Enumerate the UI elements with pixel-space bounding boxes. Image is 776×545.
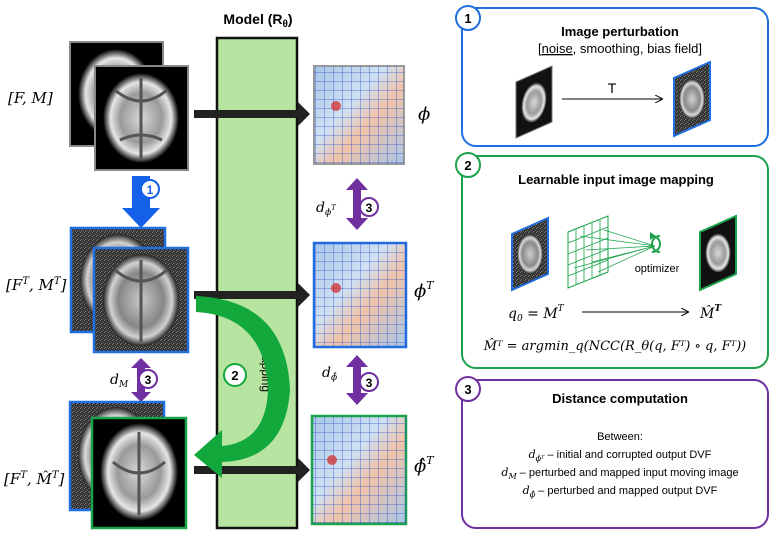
panel-distance: [461, 379, 769, 529]
panel2-badge: [455, 152, 481, 178]
label-F-M: [F, M]: [8, 89, 53, 107]
panel3-between: Between:: [597, 431, 643, 443]
dphihat-arrow: [346, 355, 368, 405]
label-FT-MhatT: [FT, M̂T]: [4, 470, 65, 488]
panel2-brain-input: [511, 216, 549, 292]
input-images-row3: [68, 400, 188, 530]
model-title: Model (Rθ): [223, 11, 292, 30]
dphiT-label: dϕT: [316, 200, 337, 218]
panel1-brain-perturbed: [673, 60, 711, 138]
eq-mhat: M̂T: [699, 304, 722, 322]
panel3-line3: dϕ̂ – perturbed and mapped output DVF: [523, 484, 718, 499]
panel1-T-label: T: [608, 80, 617, 96]
svg-text:2: 2: [464, 158, 471, 173]
dvf-phi: [313, 65, 405, 165]
optimizer-label: optimizer: [635, 263, 680, 275]
dM-label: dM: [110, 372, 129, 390]
svg-text:1: 1: [147, 183, 154, 197]
svg-text:1: 1: [464, 11, 471, 26]
panel3-badge: [455, 376, 481, 402]
panel2-brain-mapped: [699, 214, 737, 292]
svg-text:3: 3: [366, 201, 373, 215]
label-phiT: ϕT: [414, 279, 435, 302]
mapping-layer-grid: [567, 215, 656, 289]
arrow-row3: [194, 458, 310, 482]
optimizer-icon: [650, 232, 661, 253]
dvf-phihat: [310, 414, 408, 526]
badge-3-dphihat: [359, 372, 379, 392]
panel3-line2: dM – perturbed and mapped input moving im…: [501, 466, 738, 481]
dphihat-label: dϕ̂: [322, 365, 337, 383]
svg-text:3: 3: [464, 382, 471, 397]
panel2-formula: M̂ᵀ = argmin_q(NCC(R_θ(q, Fᵀ) ∘ q, Fᵀ)): [483, 338, 746, 354]
panel1-subtitle: [noise, smoothing, bias field]: [538, 41, 702, 56]
perturb-arrow: [122, 176, 160, 228]
arrow-row2: [194, 283, 310, 307]
panel1-title: Image perturbation: [561, 24, 679, 39]
dvf-phiT: [312, 241, 408, 349]
label-FT-MT: [FT, MT]: [6, 276, 67, 294]
badge-2-arrow: [223, 363, 247, 387]
badge-3-dM: [138, 369, 158, 389]
label-phi: ϕ: [418, 104, 430, 125]
panel-mapping: [461, 155, 769, 369]
input-images-row2: [69, 226, 190, 354]
svg-text:3: 3: [145, 373, 152, 387]
svg-text:2: 2: [231, 368, 238, 383]
eq-q0: q0 = MT: [508, 304, 565, 324]
badge-1-arrow: [140, 179, 160, 199]
dphiT-arrow: [346, 178, 368, 230]
label-phihatT: ϕ̂T: [414, 454, 435, 477]
input-images-row1: [69, 41, 189, 171]
badge-3-dphiT: [359, 197, 379, 217]
panel3-line1: dϕᵀ – initial and corrupted output DVF: [529, 448, 712, 463]
panel1-brain-original: [515, 65, 553, 139]
panel3-title: Distance computation: [552, 391, 688, 406]
panel2-title: Learnable input image mapping: [518, 172, 714, 187]
panel1-badge: [455, 5, 481, 31]
svg-text:3: 3: [366, 376, 373, 390]
mapping-arrow: [194, 296, 290, 478]
arrow-row1: [194, 102, 310, 126]
